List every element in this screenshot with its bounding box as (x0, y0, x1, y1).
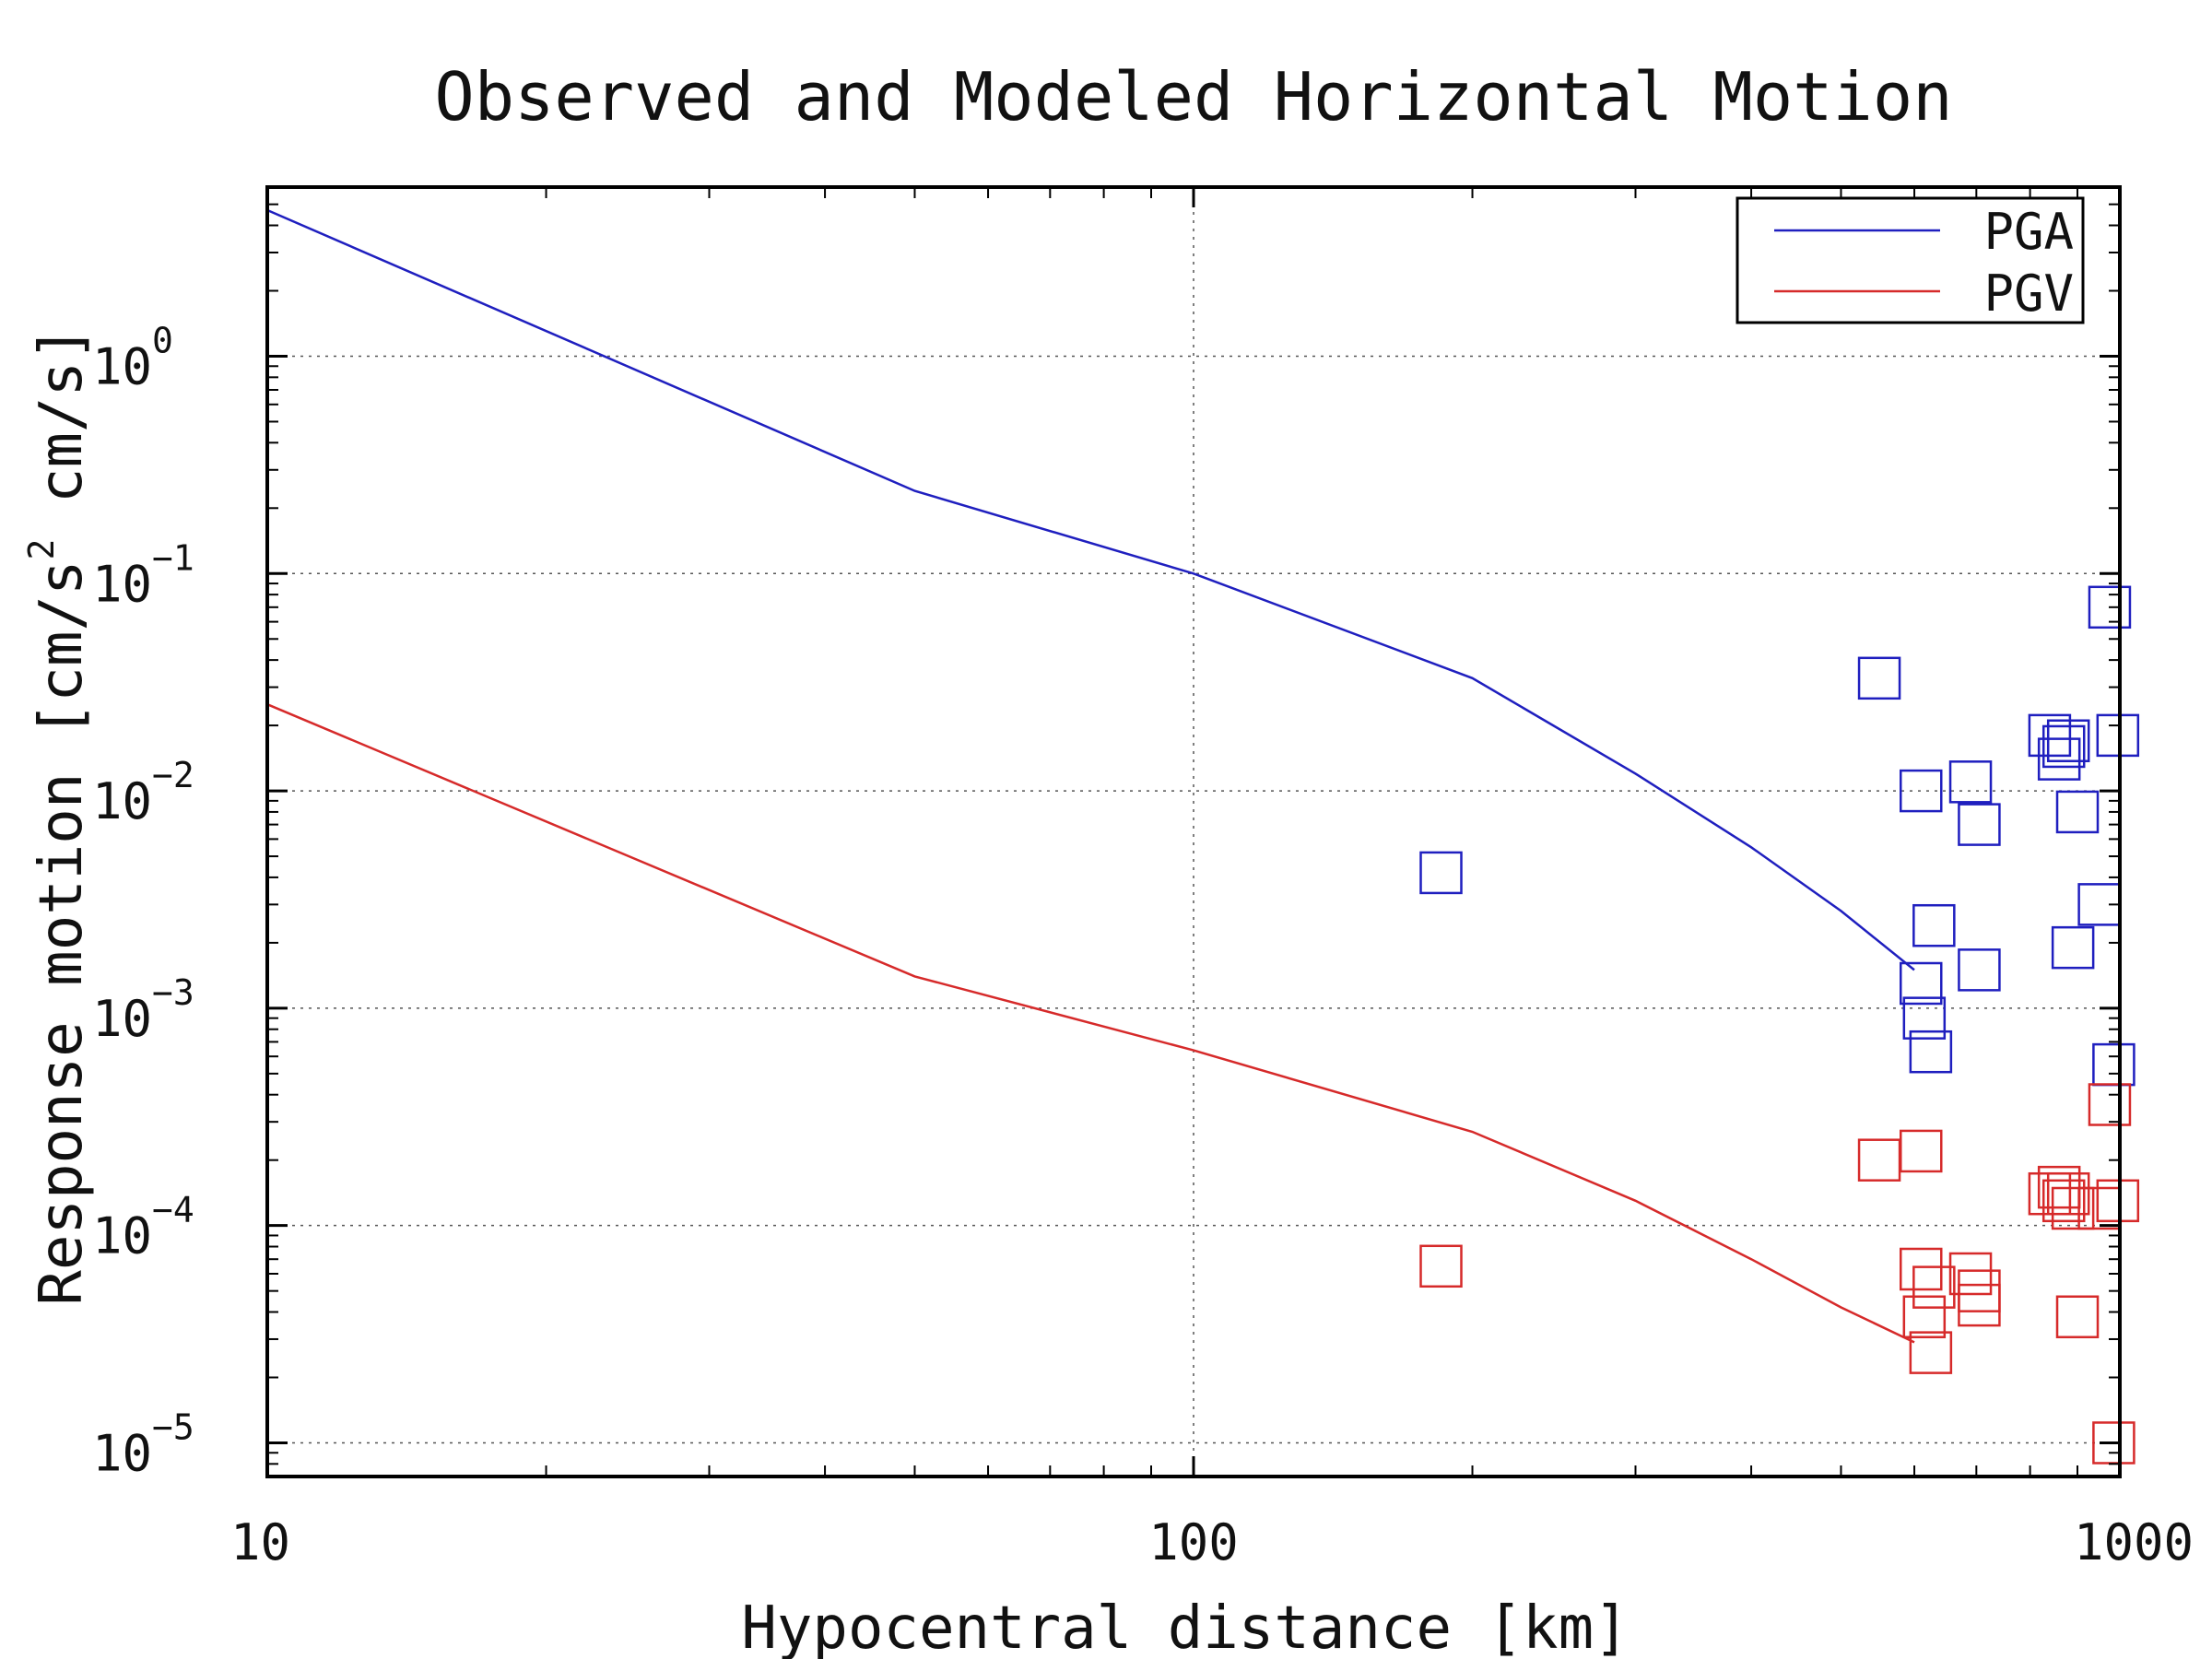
x-axis-label: Hypocentral distance [km] (741, 1594, 1629, 1659)
x-tick-label: 1000 (2074, 1513, 2194, 1571)
legend: PGA PGV (1735, 196, 2085, 324)
observed-point-pgv (2055, 1295, 2100, 1339)
y-tick-label: 10−2 (92, 755, 194, 830)
observed-point-pga (1912, 903, 1956, 947)
observed-point-pgv (1902, 1295, 1947, 1339)
y-tick-label: 100 (92, 320, 173, 395)
y-axis-label: Response motion [cm/s2 cm/s] (21, 325, 96, 1305)
model-line-pga (266, 208, 1915, 971)
observed-point-pgv (2051, 1186, 2095, 1230)
observed-point-pgv (1948, 1252, 1993, 1296)
observed-point-pga (2055, 790, 2100, 834)
x-tick-label: 10 (230, 1513, 290, 1571)
observed-point-pgv (1419, 1244, 1463, 1288)
observed-point-pga (2037, 737, 2081, 781)
axis-ticks (265, 186, 2122, 1477)
observed-point-pga (1902, 996, 1947, 1040)
observed-point-pgv (2046, 1171, 2090, 1216)
chart-title: Observed and Modeled Horizontal Motion (434, 58, 1952, 135)
observed-point-pga (1900, 961, 1943, 1006)
observed-point-pga (2028, 713, 2072, 758)
observed-point-pga (2041, 724, 2086, 769)
observed-point-pga (1857, 656, 1901, 700)
y-axis-label-main: Response motion [cm/s (28, 559, 96, 1305)
observed-markers (1419, 585, 2140, 1465)
observed-point-pga (2096, 713, 2140, 758)
observed-point-pga (2051, 925, 2095, 970)
observed-point-pga (1909, 1030, 1953, 1074)
observed-point-pgv (2096, 1179, 2140, 1223)
legend-box (1735, 196, 2085, 324)
observed-point-pgv (1909, 1331, 1953, 1374)
y-tick-label: 10−1 (92, 537, 194, 613)
grid (267, 187, 2120, 1477)
y-tick-label: 10−4 (92, 1190, 194, 1265)
observed-point-pgv (2041, 1179, 2086, 1223)
observed-point-pga (1958, 948, 2001, 992)
observed-point-pga (1419, 851, 1463, 895)
y-axis-label-superscript: 2 (21, 539, 62, 560)
model-line-pgv (266, 703, 1915, 1344)
observed-point-pga (2046, 719, 2090, 762)
observed-point-pgv (1912, 1265, 1956, 1309)
observed-point-pgv (2088, 1083, 2132, 1126)
observed-point-pga (2088, 585, 2132, 629)
x-tick-labels: 10 100 1000 (230, 1513, 2194, 1571)
legend-label-pgv: PGV (1983, 265, 2074, 323)
observed-point-pga (1958, 803, 2001, 846)
x-tick-label: 100 (1148, 1513, 1239, 1571)
observed-point-pgv (1958, 1283, 2001, 1327)
y-axis-label-tail: cm/s] (28, 325, 96, 538)
y-tick-labels: 100 10−1 10−2 10−3 10−4 10−5 (92, 320, 194, 1482)
observed-point-pga (1900, 769, 1943, 813)
observed-point-pga (1948, 760, 1993, 804)
legend-label-pga: PGA (1983, 203, 2074, 261)
y-tick-label: 10−5 (92, 1406, 194, 1482)
y-tick-label: 10−3 (92, 972, 194, 1048)
model-lines (266, 208, 1915, 1344)
observed-point-pgv (1900, 1247, 1943, 1291)
observed-point-pgv (1900, 1129, 1943, 1173)
